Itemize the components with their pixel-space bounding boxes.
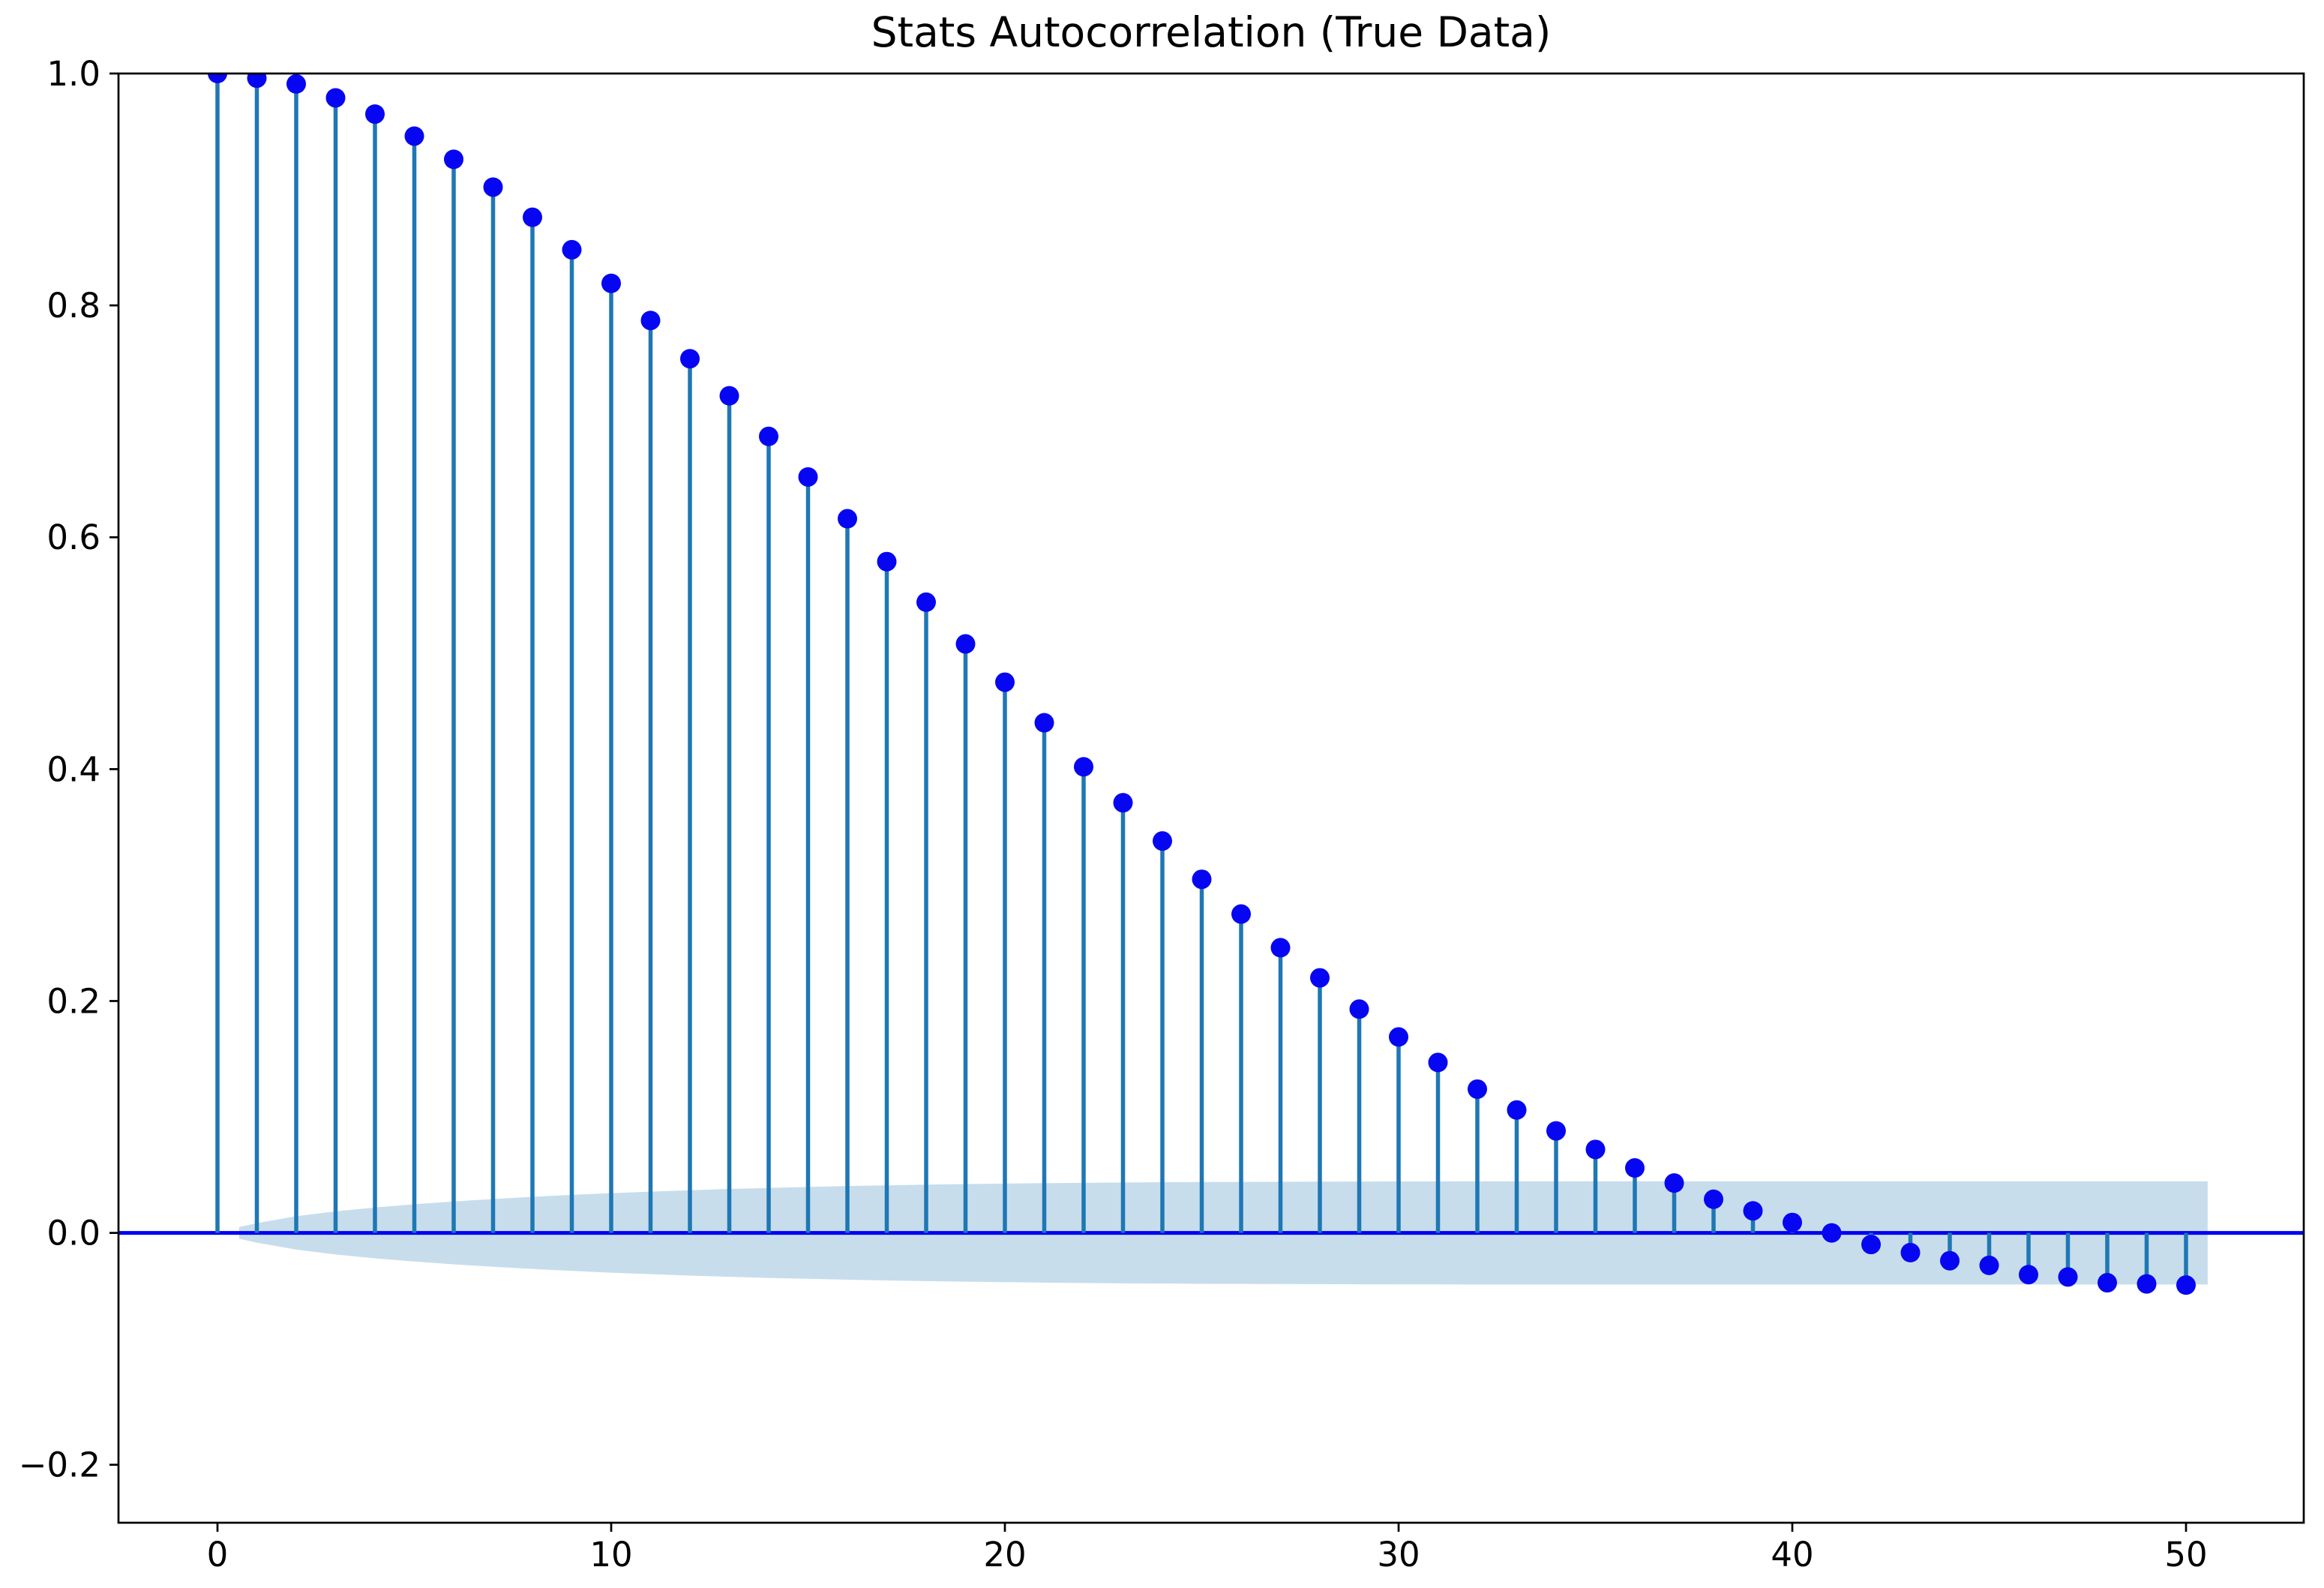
y-tick-label: 0.6 (46, 518, 100, 557)
y-tick-label: −0.2 (19, 1445, 100, 1485)
acf-marker (1349, 999, 1369, 1019)
acf-marker (2019, 1265, 2038, 1285)
acf-marker (1940, 1250, 1960, 1271)
acf-marker (640, 311, 661, 331)
acf-marker (601, 273, 621, 293)
acf-marker (1585, 1139, 1606, 1160)
acf-marker (1704, 1189, 1723, 1209)
acf-marker (562, 239, 582, 260)
acf-marker (1743, 1201, 1763, 1221)
acf-marker (1231, 904, 1251, 924)
acf-marker (2058, 1267, 2078, 1287)
acf-marker (404, 126, 424, 146)
plot-border (117, 72, 2305, 1524)
acf-marker (995, 672, 1015, 692)
acf-marker (247, 74, 267, 89)
acf-marker (1192, 869, 1212, 890)
acf-marker (208, 74, 227, 83)
chart-title: Stats Autocorrelation (True Data) (871, 8, 1552, 56)
acf-marker (2137, 1274, 2157, 1294)
acf-marker (1664, 1173, 1684, 1193)
y-axis: 1.0 0.8 0.6 0.4 0.2 0.0 −0.2 (19, 54, 118, 1485)
y-tick-label: 0.4 (46, 749, 100, 789)
acf-marker (1979, 1255, 1999, 1275)
stem-group (215, 74, 2188, 1286)
acf-marker (1153, 831, 1172, 851)
acf-marker (1546, 1121, 1566, 1141)
x-tick-label: 0 (207, 1535, 229, 1574)
acf-marker (916, 592, 936, 612)
acf-marker (1310, 968, 1330, 988)
x-tick-label: 10 (589, 1535, 632, 1574)
acf-marker (877, 551, 897, 572)
acf-marker (1428, 1052, 1448, 1073)
acf-marker (1900, 1242, 1921, 1262)
acf-marker (483, 177, 503, 197)
acf-marker (1468, 1079, 1487, 1099)
acf-marker (838, 509, 857, 529)
x-axis: 0 10 20 30 40 50 (207, 1523, 2208, 1574)
acf-marker (286, 74, 306, 94)
acf-marker (523, 207, 542, 227)
acf-marker (444, 149, 463, 170)
acf-marker (1625, 1158, 1645, 1178)
y-tick-label: 0.8 (46, 286, 100, 326)
acf-marker (325, 88, 346, 108)
acf-marker (1507, 1100, 1527, 1120)
acf-marker (365, 104, 385, 125)
acf-marker (1783, 1212, 1802, 1232)
acf-marker (1074, 757, 1093, 777)
acf-marker (2098, 1273, 2117, 1293)
acf-marker (2176, 1275, 2196, 1295)
acf-marker (1034, 713, 1054, 733)
acf-marker (798, 467, 818, 487)
acf-marker (1861, 1235, 1881, 1255)
x-tick-label: 50 (2164, 1535, 2207, 1574)
acf-marker (955, 634, 976, 654)
acf-marker (759, 426, 778, 446)
y-tick-label: 0.0 (46, 1214, 100, 1253)
y-tick-label: 1.0 (46, 54, 100, 94)
x-tick-label: 40 (1771, 1535, 1813, 1574)
acf-marker (1389, 1027, 1408, 1047)
acf-marker (1113, 793, 1133, 813)
acf-marker (680, 349, 700, 369)
x-tick-label: 20 (983, 1535, 1026, 1574)
acf-marker (1270, 938, 1291, 958)
y-tick-label: 0.2 (46, 981, 100, 1021)
acf-marker (1822, 1223, 1842, 1243)
marker-group (208, 74, 2196, 1295)
x-tick-label: 30 (1377, 1535, 1420, 1574)
acf-marker (719, 386, 739, 406)
